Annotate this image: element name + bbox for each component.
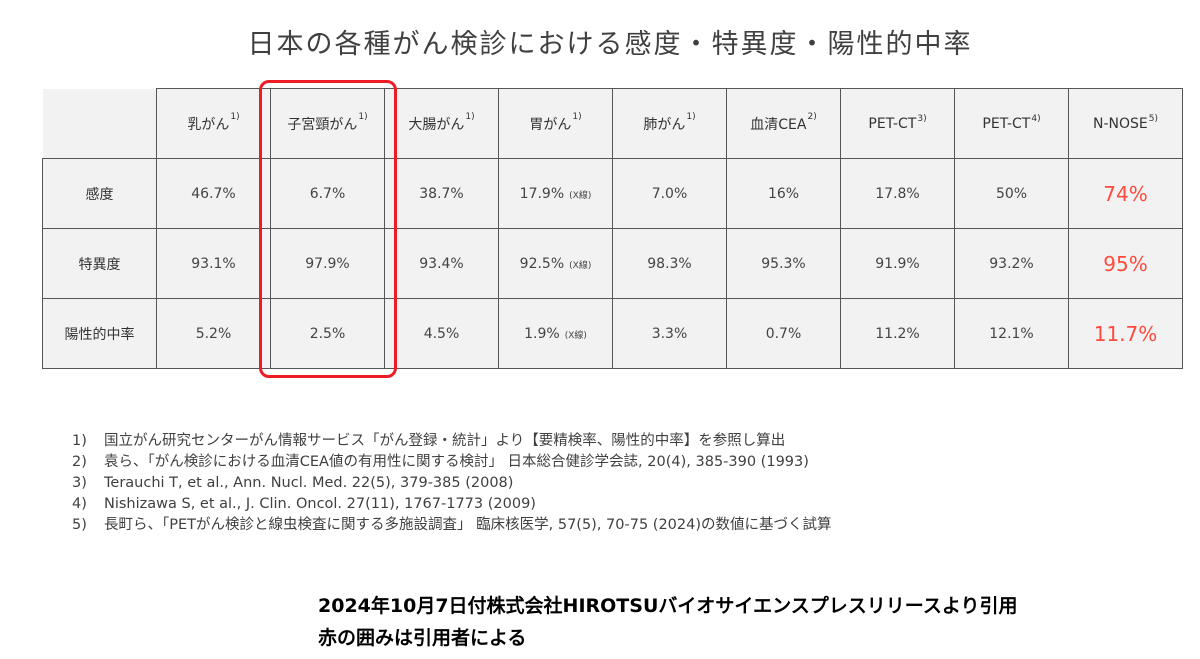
reference-item: 5) 長町ら、「PETがん検診と線虫検査に関する多施設調査」 臨床核医学, 57(… [72, 517, 832, 533]
row-header: 感度 [42, 158, 157, 229]
reference-item: 4) Nishizawa S, et al., J. Clin. Oncol. 2… [72, 496, 536, 512]
nnose-cell: 95% [1068, 228, 1183, 299]
table-cell: 93.1% [156, 228, 271, 299]
table-cell: 1.9% (X線) [498, 298, 613, 369]
column-header: PET-CT3) [840, 88, 955, 159]
column-header: 胃がん1) [498, 88, 613, 159]
table-cell: 93.4% [384, 228, 499, 299]
header-row: 乳がん1) 子宮頸がん1) 大腸がん1) 胃がん1) 肺がん1) 血清CEA2)… [42, 88, 1183, 159]
table-cell: 11.2% [840, 298, 955, 369]
table-cell: 16% [726, 158, 841, 229]
highlight-box [259, 80, 397, 378]
table-cell: 93.2% [954, 228, 1069, 299]
column-header: 血清CEA2) [726, 88, 841, 159]
table-cell: 92.5% (X線) [498, 228, 613, 299]
reference-item: 1) 国立がん研究センターがん情報サービス「がん登録・統計」より【要精検率、陽性的… [72, 433, 786, 449]
column-header: 子宮頸がん1) [270, 88, 385, 159]
citation-footer: 2024年10月7日付株式会社HIROTSUバイオサイエンスプレスリリースより引… [318, 590, 1017, 654]
table-cell: 5.2% [156, 298, 271, 369]
table-cell: 12.1% [954, 298, 1069, 369]
column-header: PET-CT4) [954, 88, 1069, 159]
table-cell: 91.9% [840, 228, 955, 299]
table-cell: 97.9% [270, 228, 385, 299]
column-header: 乳がん1) [156, 88, 271, 159]
table-cell: 4.5% [384, 298, 499, 369]
column-header: 大腸がん1) [384, 88, 499, 159]
reference-item: 2) 袁ら、「がん検診における血清CEA値の有用性に関する検討」 日本総合健診学会… [72, 454, 809, 470]
nnose-cell: 11.7% [1068, 298, 1183, 369]
column-header-nnose: N-NOSE5) [1068, 88, 1183, 159]
table-row-sensitivity: 感度 46.7% 6.7% 38.7% 17.9% (X線) 7.0% 16% 1… [42, 158, 1183, 229]
table-row-ppv: 陽性的中率 5.2% 2.5% 4.5% 1.9% (X線) 3.3% 0.7% … [42, 298, 1183, 369]
table-cell: 2.5% [270, 298, 385, 369]
page-title: 日本の各種がん検診における感度・特異度・陽性的中率 [247, 29, 973, 60]
xray-note: (X線) [564, 330, 587, 341]
nnose-cell: 74% [1068, 158, 1183, 229]
row-header: 特異度 [42, 228, 157, 299]
citation-source: 2024年10月7日付株式会社HIROTSUバイオサイエンスプレスリリースより引… [318, 595, 1018, 617]
table-cell: 3.3% [612, 298, 727, 369]
table-cell: 38.7% [384, 158, 499, 229]
citation-note: 赤の囲みは引用者による [318, 627, 527, 649]
xray-note: (X線) [569, 260, 592, 271]
table-cell: 95.3% [726, 228, 841, 299]
table-cell: 0.7% [726, 298, 841, 369]
xray-note: (X線) [569, 190, 592, 201]
row-header: 陽性的中率 [42, 298, 157, 369]
comparison-table: 乳がん1) 子宮頸がん1) 大腸がん1) 胃がん1) 肺がん1) 血清CEA2)… [42, 88, 1183, 369]
table-row-specificity: 特異度 93.1% 97.9% 93.4% 92.5% (X線) 98.3% 95… [42, 228, 1183, 299]
table-cell: 98.3% [612, 228, 727, 299]
corner-cell [42, 88, 157, 159]
table-cell: 6.7% [270, 158, 385, 229]
reference-list: 1) 国立がん研究センターがん情報サービス「がん登録・統計」より【要精検率、陽性的… [72, 431, 832, 536]
table-cell: 17.8% [840, 158, 955, 229]
table-cell: 46.7% [156, 158, 271, 229]
reference-item: 3) Terauchi T, et al., Ann. Nucl. Med. 22… [72, 475, 514, 491]
table-cell: 17.9% (X線) [498, 158, 613, 229]
table-cell: 50% [954, 158, 1069, 229]
column-header: 肺がん1) [612, 88, 727, 159]
table-cell: 7.0% [612, 158, 727, 229]
